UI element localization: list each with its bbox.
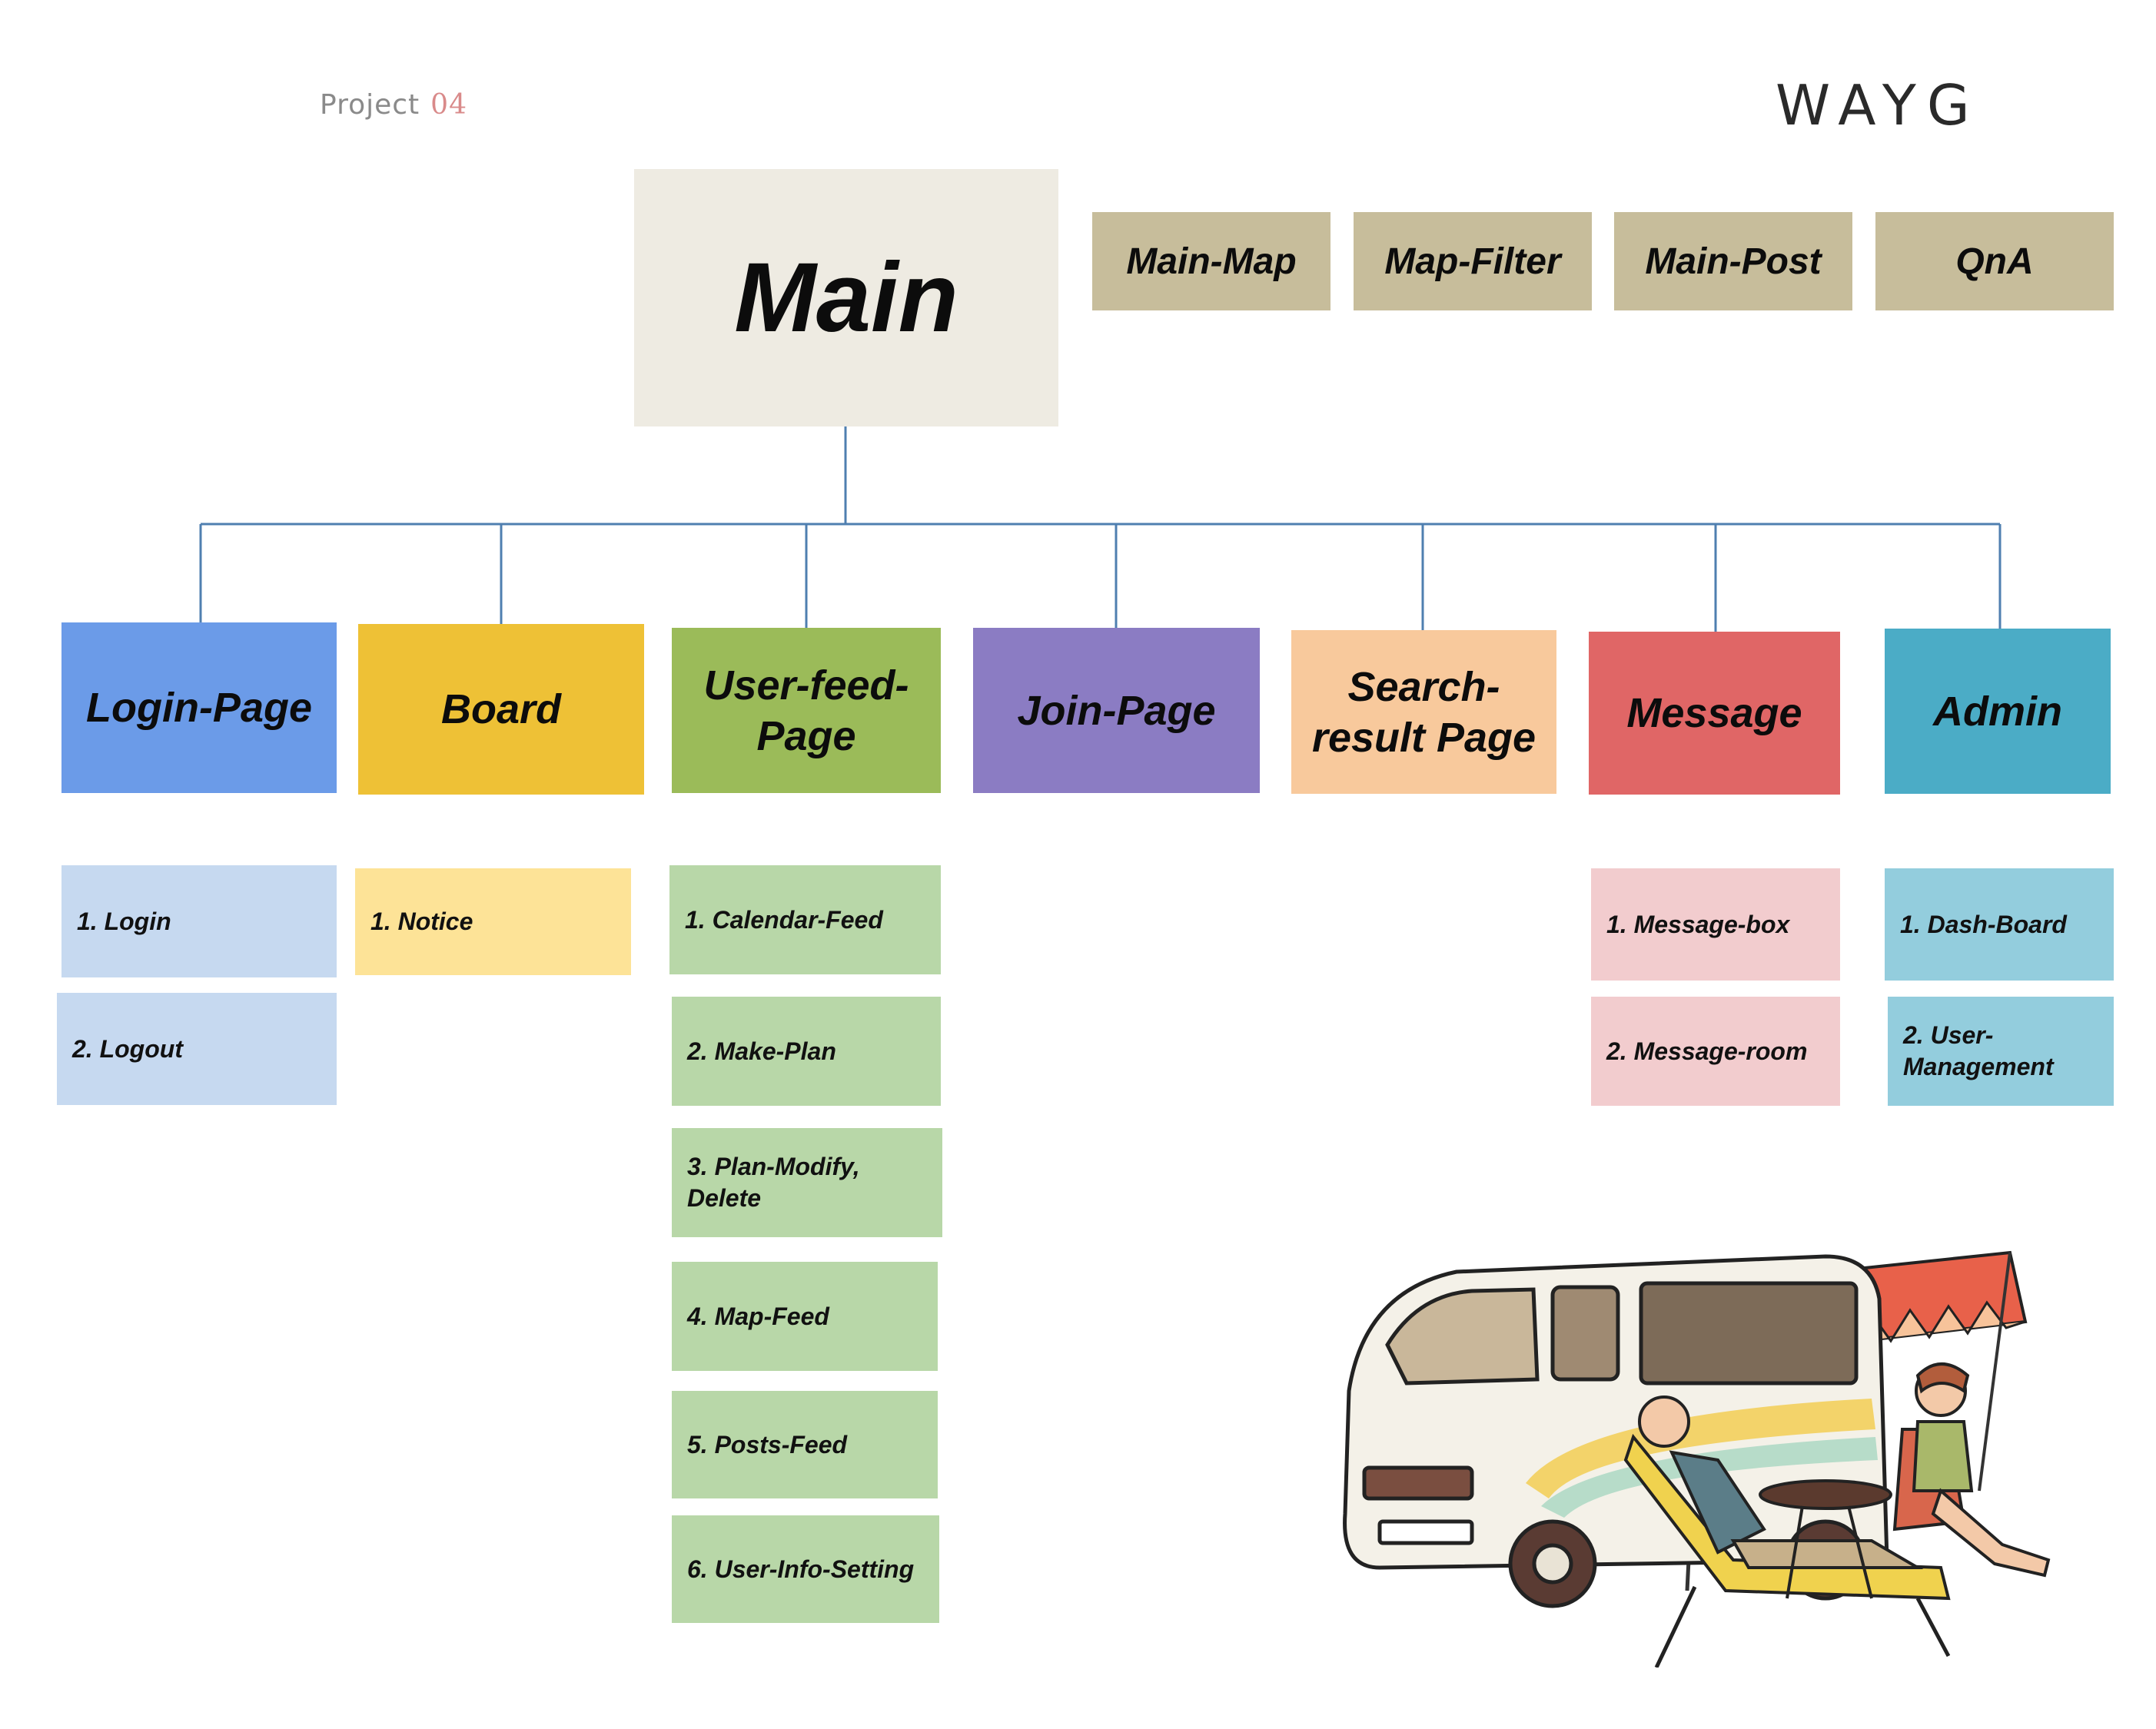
section-label: Login-Page	[86, 685, 312, 731]
section-label: Admin	[1933, 688, 2062, 735]
feature-qna[interactable]: QnA	[1875, 212, 2114, 310]
section-message[interactable]: Message	[1589, 632, 1840, 795]
section-login-page[interactable]: Login-Page	[61, 622, 337, 793]
feature-label: Main-Map	[1126, 241, 1297, 282]
list-item-make-plan[interactable]: 2. Make-Plan	[672, 997, 941, 1106]
list-item-calendar-feed[interactable]: 1. Calendar-Feed	[669, 865, 941, 974]
lounging-person-icon	[1623, 1395, 1951, 1668]
project-number: 04	[430, 89, 467, 121]
list-item-label: 3. Plan-Modify, Delete	[687, 1153, 860, 1212]
list-item-login[interactable]: 1. Login	[61, 865, 337, 977]
feature-label: QnA	[1955, 241, 2034, 282]
list-item-dash-board[interactable]: 1. Dash-Board	[1885, 868, 2114, 981]
list-item-label: 2. Make-Plan	[687, 1037, 836, 1065]
list-item-label: 5. Posts-Feed	[687, 1430, 848, 1459]
list-item-user-info-setting[interactable]: 6. User-Info-Setting	[672, 1515, 939, 1623]
list-item-user-management[interactable]: 2. User-Management	[1888, 997, 2114, 1106]
list-item-label: 1. Calendar-Feed	[685, 905, 883, 934]
section-board[interactable]: Board	[358, 624, 644, 795]
project-label: Project 04	[320, 89, 467, 121]
list-item-label: 1. Dash-Board	[1900, 910, 2067, 938]
list-item-label: 1. Notice	[370, 908, 473, 935]
feature-main-map[interactable]: Main-Map	[1092, 212, 1330, 310]
list-item-message-box[interactable]: 1. Message-box	[1591, 868, 1840, 981]
section-label: Board	[440, 686, 561, 732]
list-item-message-room[interactable]: 2. Message-room	[1591, 997, 1840, 1106]
list-item-label: 2. Logout	[72, 1034, 183, 1063]
section-label: Search-result Page	[1311, 663, 1536, 761]
section-join-page[interactable]: Join-Page	[973, 628, 1260, 793]
project-label-text: Project	[320, 89, 420, 121]
feature-label: Main-Post	[1645, 241, 1822, 282]
list-item-posts-feed[interactable]: 5. Posts-Feed	[672, 1391, 938, 1498]
section-label: User-feed-Page	[703, 662, 909, 759]
camper-van-illustration	[1343, 1250, 2051, 1668]
list-item-map-feed[interactable]: 4. Map-Feed	[672, 1262, 938, 1371]
list-item-label: 4. Map-Feed	[687, 1302, 829, 1330]
main-node-label: Main	[734, 243, 958, 353]
van-icon	[1343, 1254, 1889, 1608]
list-item-label: 1. Message-box	[1606, 910, 1790, 938]
sitting-woman-icon	[1759, 1362, 2051, 1599]
section-admin[interactable]: Admin	[1885, 629, 2111, 794]
feature-label: Map-Filter	[1384, 241, 1561, 282]
main-node[interactable]: Main	[634, 169, 1058, 426]
feature-map-filter[interactable]: Map-Filter	[1354, 212, 1592, 310]
list-item-plan-modify-delete[interactable]: 3. Plan-Modify, Delete	[672, 1128, 942, 1237]
list-item-label: 1. Login	[77, 907, 171, 935]
list-item-label: 6. User-Info-Setting	[687, 1555, 915, 1583]
feature-main-post[interactable]: Main-Post	[1614, 212, 1852, 310]
list-item-notice[interactable]: 1. Notice	[355, 868, 631, 975]
brand-logo: WAYG	[1776, 73, 1981, 138]
section-label: Join-Page	[1017, 687, 1216, 734]
section-search-result-page[interactable]: Search-result Page	[1291, 630, 1556, 794]
section-label: Message	[1626, 690, 1802, 736]
section-user-feed-page[interactable]: User-feed-Page	[672, 628, 941, 793]
list-item-label: 2. Message-room	[1606, 1037, 1808, 1065]
list-item-label: 2. User-Management	[1903, 1021, 2054, 1080]
list-item-logout[interactable]: 2. Logout	[57, 993, 337, 1105]
